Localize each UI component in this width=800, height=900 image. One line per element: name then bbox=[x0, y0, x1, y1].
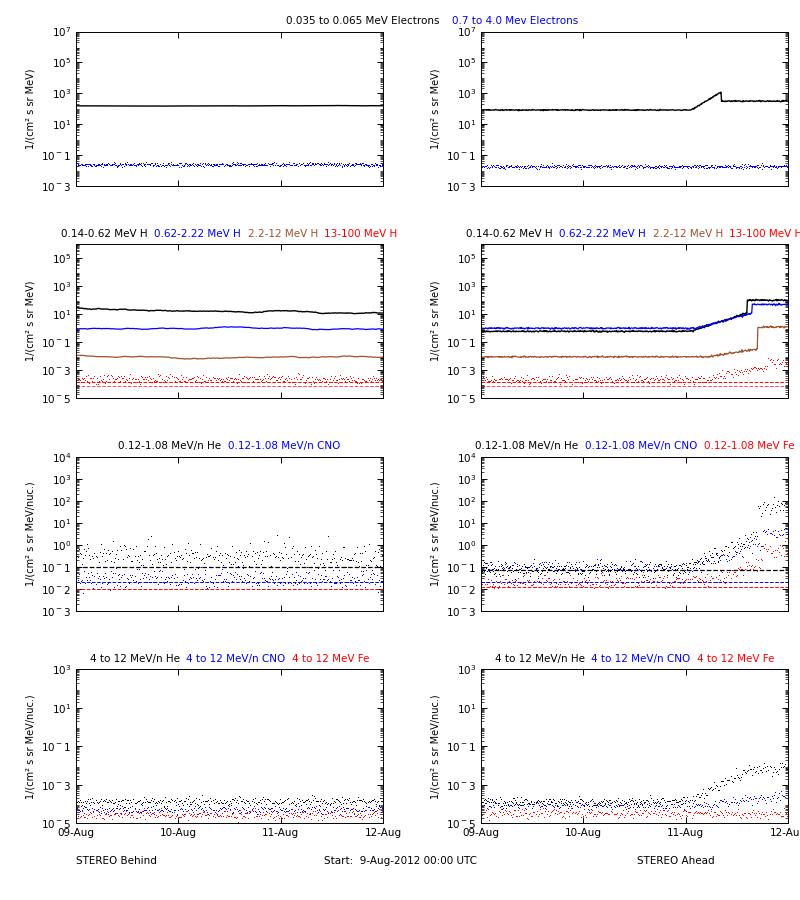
Text: 13-100 MeV H: 13-100 MeV H bbox=[324, 229, 398, 238]
Text: 4 to 12 MeV/n He: 4 to 12 MeV/n He bbox=[494, 654, 591, 664]
Text: 0.12-1.08 MeV/n He: 0.12-1.08 MeV/n He bbox=[118, 441, 228, 452]
Text: 4 to 12 MeV/n He: 4 to 12 MeV/n He bbox=[90, 654, 186, 664]
Text: STEREO Behind: STEREO Behind bbox=[75, 856, 157, 866]
Text: STEREO Ahead: STEREO Ahead bbox=[637, 856, 715, 866]
Y-axis label: 1/(cm² s sr MeV/nuc.): 1/(cm² s sr MeV/nuc.) bbox=[430, 694, 441, 799]
Text: 0.12-1.08 MeV/n CNO: 0.12-1.08 MeV/n CNO bbox=[585, 441, 703, 452]
Text: 0.14-0.62 MeV H: 0.14-0.62 MeV H bbox=[62, 229, 154, 238]
Y-axis label: 1/(cm² s sr MeV): 1/(cm² s sr MeV) bbox=[430, 68, 441, 148]
Text: 4 to 12 MeV Fe: 4 to 12 MeV Fe bbox=[292, 654, 370, 664]
Text: 4 to 12 MeV/n CNO: 4 to 12 MeV/n CNO bbox=[591, 654, 697, 664]
Text: 0.62-2.22 MeV H: 0.62-2.22 MeV H bbox=[559, 229, 653, 238]
Text: 4 to 12 MeV/n CNO: 4 to 12 MeV/n CNO bbox=[186, 654, 292, 664]
Y-axis label: 1/(cm² s sr MeV): 1/(cm² s sr MeV) bbox=[26, 281, 35, 362]
Text: 0.12-1.08 MeV/n CNO: 0.12-1.08 MeV/n CNO bbox=[228, 441, 341, 452]
Y-axis label: 1/(cm² s sr MeV/nuc.): 1/(cm² s sr MeV/nuc.) bbox=[26, 694, 35, 799]
Y-axis label: 1/(cm² s sr MeV/nuc.): 1/(cm² s sr MeV/nuc.) bbox=[430, 482, 441, 586]
Text: 4 to 12 MeV Fe: 4 to 12 MeV Fe bbox=[697, 654, 774, 664]
Text: 0.12-1.08 MeV Fe: 0.12-1.08 MeV Fe bbox=[703, 441, 794, 452]
Text: 13-100 MeV H: 13-100 MeV H bbox=[730, 229, 800, 238]
Text: 2.2-12 MeV H: 2.2-12 MeV H bbox=[653, 229, 730, 238]
Text: 0.7 to 4.0 Mev Electrons: 0.7 to 4.0 Mev Electrons bbox=[439, 16, 578, 26]
Text: Start:  9-Aug-2012 00:00 UTC: Start: 9-Aug-2012 00:00 UTC bbox=[323, 856, 477, 866]
Text: 0.14-0.62 MeV H: 0.14-0.62 MeV H bbox=[466, 229, 559, 238]
Text: 0.12-1.08 MeV/n He: 0.12-1.08 MeV/n He bbox=[475, 441, 585, 452]
Y-axis label: 1/(cm² s sr MeV/nuc.): 1/(cm² s sr MeV/nuc.) bbox=[26, 482, 35, 586]
Text: 2.2-12 MeV H: 2.2-12 MeV H bbox=[248, 229, 324, 238]
Y-axis label: 1/(cm² s sr MeV): 1/(cm² s sr MeV) bbox=[430, 281, 441, 362]
Text: 0.62-2.22 MeV H: 0.62-2.22 MeV H bbox=[154, 229, 248, 238]
Y-axis label: 1/(cm² s sr MeV): 1/(cm² s sr MeV) bbox=[26, 68, 35, 148]
Text: 0.035 to 0.065 MeV Electrons: 0.035 to 0.065 MeV Electrons bbox=[286, 16, 439, 26]
